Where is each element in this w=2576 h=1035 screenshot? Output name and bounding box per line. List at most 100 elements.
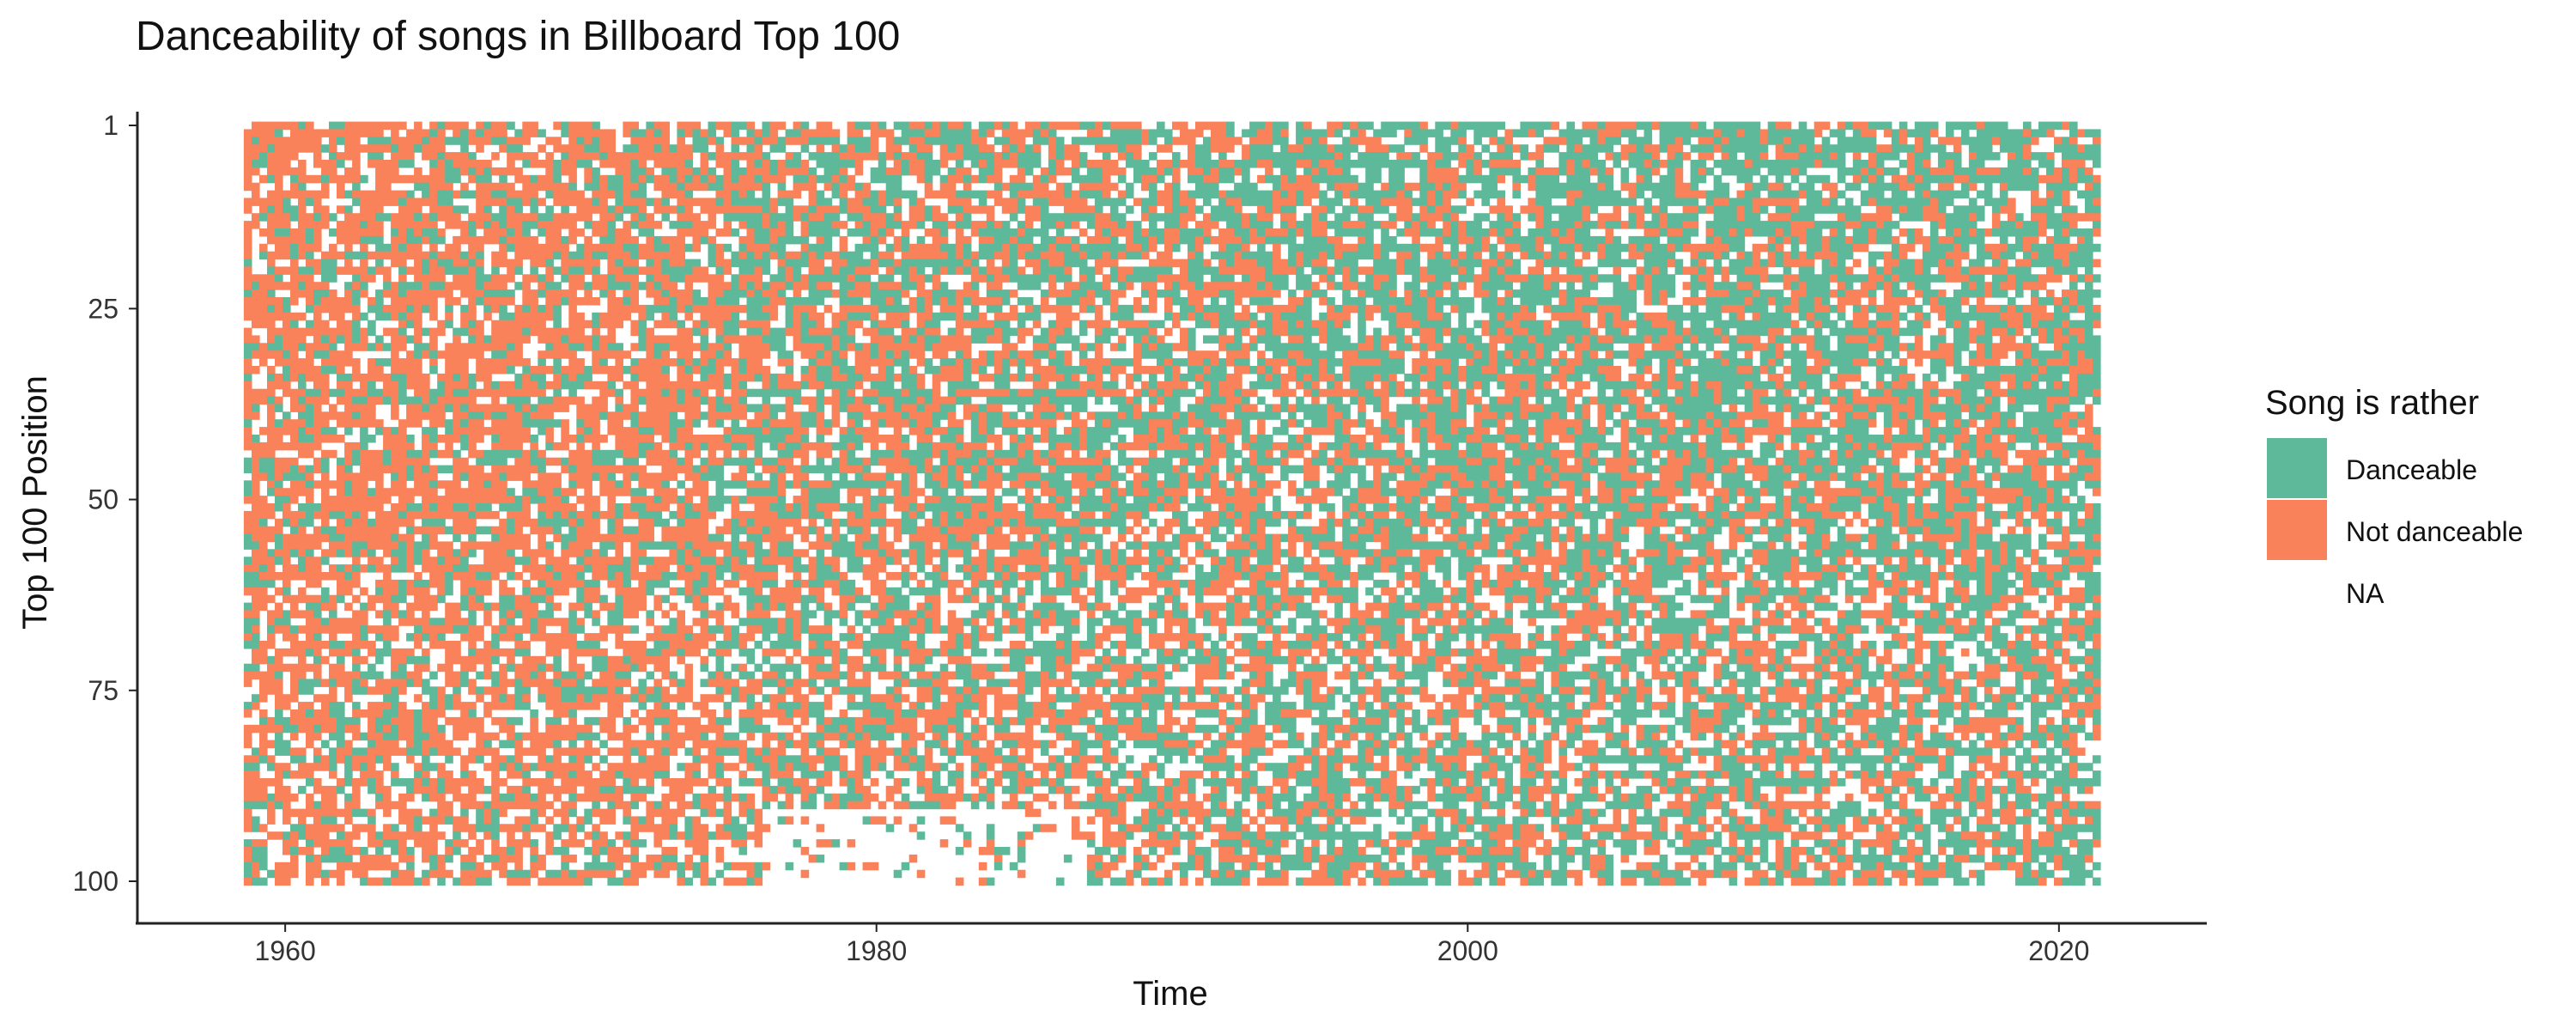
heatmap-cell xyxy=(584,557,592,565)
heatmap-cell xyxy=(708,724,717,734)
heatmap-cell xyxy=(623,243,631,253)
heatmap-cell xyxy=(507,350,515,359)
heatmap-cell xyxy=(337,587,345,596)
heatmap-cell xyxy=(398,587,407,596)
heatmap-cell xyxy=(429,564,438,573)
heatmap-cell xyxy=(576,526,585,535)
heatmap-cell xyxy=(267,549,276,557)
heatmap-cell xyxy=(530,557,538,565)
heatmap-cell xyxy=(723,289,732,298)
heatmap-cell xyxy=(545,633,554,642)
heatmap-cell xyxy=(298,816,307,825)
heatmap-cell xyxy=(483,289,492,298)
heatmap-cell xyxy=(429,686,438,695)
heatmap-cell xyxy=(723,282,732,290)
heatmap-cell xyxy=(708,304,717,314)
heatmap-cell xyxy=(368,472,376,481)
heatmap-cell xyxy=(545,174,554,184)
heatmap-cell xyxy=(313,160,322,168)
heatmap-cell xyxy=(738,182,748,192)
heatmap-cell xyxy=(243,610,252,618)
heatmap-cell xyxy=(329,641,337,649)
heatmap-cell xyxy=(398,335,407,344)
heatmap-cell xyxy=(638,449,647,459)
heatmap-cell xyxy=(646,496,654,504)
heatmap-cell xyxy=(453,793,461,802)
heatmap-cell xyxy=(352,320,361,329)
heatmap-cell xyxy=(700,572,709,581)
heatmap-cell xyxy=(468,709,477,718)
heatmap-cell xyxy=(483,648,492,657)
heatmap-cell xyxy=(646,427,654,435)
heatmap-cell xyxy=(437,235,446,245)
heatmap-cell xyxy=(491,259,500,268)
heatmap-cell xyxy=(406,716,415,726)
heatmap-cell xyxy=(669,343,677,351)
heatmap-cell xyxy=(483,671,492,680)
heatmap-cell xyxy=(491,198,500,206)
heatmap-cell xyxy=(576,572,585,581)
heatmap-cell xyxy=(437,861,446,871)
heatmap-cell xyxy=(538,221,546,229)
heatmap-cell xyxy=(731,694,740,703)
heatmap-cell xyxy=(715,564,725,573)
heatmap-cell xyxy=(684,213,693,222)
heatmap-cell xyxy=(398,533,407,543)
heatmap-cell xyxy=(445,441,453,451)
heatmap-cell xyxy=(290,480,299,489)
heatmap-cell xyxy=(406,404,415,412)
heatmap-cell xyxy=(360,259,368,268)
heatmap-cell xyxy=(638,716,647,726)
heatmap-cell xyxy=(677,557,685,565)
heatmap-cell xyxy=(661,266,670,275)
heatmap-cell xyxy=(561,785,569,795)
heatmap-cell xyxy=(584,526,592,535)
heatmap-cell xyxy=(398,709,407,718)
heatmap-cell xyxy=(731,411,740,420)
heatmap-cell xyxy=(298,671,307,680)
heatmap-cell xyxy=(313,716,322,726)
heatmap-cell xyxy=(553,137,562,145)
heatmap-cell xyxy=(360,526,368,535)
heatmap-cell xyxy=(677,144,685,153)
heatmap-cell xyxy=(607,655,616,665)
heatmap-cell xyxy=(692,847,702,855)
heatmap-cell xyxy=(592,510,600,520)
heatmap-cell xyxy=(313,655,322,665)
heatmap-cell xyxy=(669,847,677,855)
heatmap-cell xyxy=(615,404,623,412)
heatmap-cell xyxy=(352,510,361,520)
heatmap-cell xyxy=(352,488,361,496)
heatmap-cell xyxy=(545,663,554,673)
heatmap-cell xyxy=(252,198,260,206)
heatmap-cell xyxy=(360,618,368,626)
heatmap-cell xyxy=(661,801,670,810)
heatmap-cell xyxy=(491,449,500,459)
heatmap-cell xyxy=(507,655,515,665)
heatmap-cell xyxy=(337,648,345,657)
heatmap-cell xyxy=(491,152,500,161)
heatmap-cell xyxy=(630,655,639,665)
heatmap-cell xyxy=(468,427,477,435)
heatmap-cell xyxy=(646,801,654,810)
heatmap-cell xyxy=(607,266,616,275)
heatmap-cell xyxy=(661,388,670,398)
heatmap-cell xyxy=(715,144,725,153)
heatmap-cell xyxy=(561,808,569,818)
heatmap-cell xyxy=(321,679,330,687)
heatmap-cell xyxy=(352,235,361,245)
heatmap-cell xyxy=(360,472,368,481)
heatmap-cell xyxy=(491,770,500,779)
heatmap-cell xyxy=(661,709,670,718)
heatmap-cell xyxy=(661,121,670,131)
heatmap-cell xyxy=(553,381,562,390)
heatmap-cell xyxy=(514,243,523,253)
heatmap-cell xyxy=(684,564,693,573)
heatmap-cell xyxy=(530,602,538,612)
heatmap-cell xyxy=(313,831,322,840)
heatmap-cell xyxy=(344,763,353,771)
heatmap-cell xyxy=(321,297,330,306)
heatmap-cell xyxy=(692,633,702,642)
heatmap-cell xyxy=(514,679,523,687)
heatmap-cell xyxy=(615,304,623,314)
